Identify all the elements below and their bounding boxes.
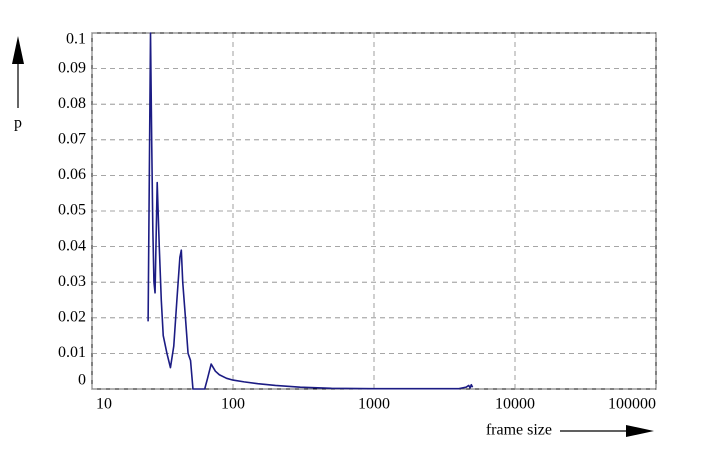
x-tick-label: 10000 bbox=[495, 396, 535, 413]
y-tick-label: 0.07 bbox=[58, 130, 86, 147]
x-tick-label: 10 bbox=[96, 396, 112, 413]
y-axis-arrowhead bbox=[12, 36, 24, 64]
x-axis-label: frame size bbox=[486, 422, 552, 439]
x-tick-label: 100000 bbox=[608, 396, 656, 413]
y-tick-label: 0 bbox=[78, 372, 86, 389]
y-tick-label: 0.01 bbox=[58, 344, 86, 361]
y-tick-label: 0.04 bbox=[58, 237, 86, 254]
x-axis-arrowhead bbox=[626, 425, 654, 437]
y-tick-label: 0.05 bbox=[58, 202, 86, 219]
y-tick-label: 0.03 bbox=[58, 273, 86, 290]
y-tick-label: 0.1 bbox=[66, 31, 86, 48]
x-tick-label: 1000 bbox=[358, 396, 390, 413]
y-tick-label: 0.06 bbox=[58, 166, 86, 183]
x-tick-label: 100 bbox=[221, 396, 245, 413]
y-tick-label: 0.08 bbox=[58, 95, 86, 112]
y-axis-label: p bbox=[14, 115, 22, 132]
y-tick-label: 0.02 bbox=[58, 308, 86, 325]
data-line bbox=[147, 32, 474, 390]
y-tick-label: 0.09 bbox=[58, 59, 86, 76]
